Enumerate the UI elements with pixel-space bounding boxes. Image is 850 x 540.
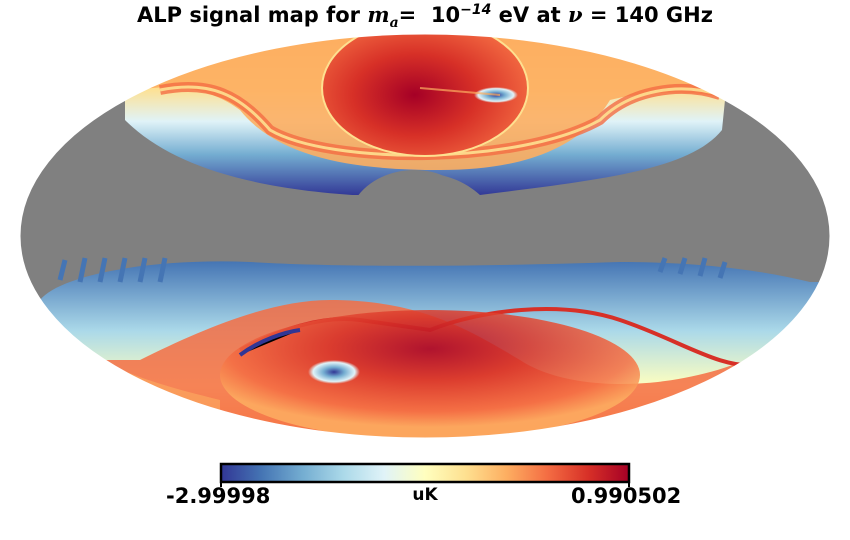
colorbar — [219, 462, 631, 487]
plot-title: ALP signal map for ma= 10−14 eV at ν = 1… — [137, 2, 713, 32]
colorbar-max-label: 0.990502 — [571, 484, 682, 508]
colorbar-gradient — [219, 462, 631, 484]
colorbar-unit-label: uK — [412, 485, 438, 505]
colorbar-min-label: -2.99998 — [166, 484, 271, 508]
north-signal — [20, 34, 830, 196]
